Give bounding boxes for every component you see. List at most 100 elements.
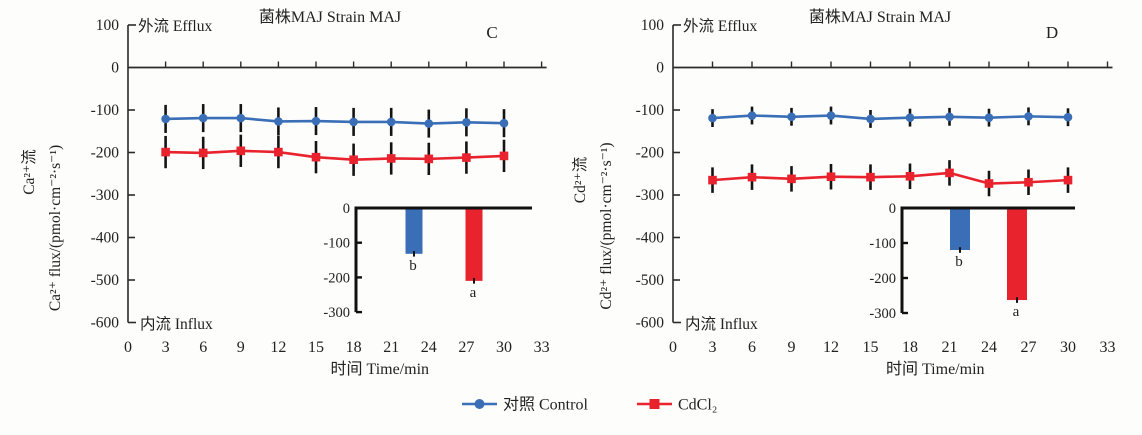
y-tick-label: 0 [111, 60, 119, 77]
legend-label: 对照 Control [503, 396, 588, 414]
square-marker [236, 146, 246, 156]
circle-marker [984, 113, 994, 122]
inset-y-tick-label: 0 [889, 201, 896, 217]
circle-marker [1024, 112, 1033, 121]
series-cdcl2 [708, 160, 1073, 197]
square-marker [462, 153, 471, 162]
significance-letter: b [955, 254, 963, 270]
circle-marker [462, 118, 471, 127]
x-tick-label: 21 [383, 339, 399, 356]
circle-marker [826, 111, 836, 120]
inset-bar [950, 208, 970, 250]
y-axis-title-line: Cd²⁺ flux/(pmol·cm⁻²·s⁻¹) [598, 142, 615, 309]
inset-bar-chart: b a 0 -100 -200 -300 [323, 201, 532, 321]
significance-letter: b [409, 258, 417, 274]
x-tick-label: 15 [308, 339, 324, 356]
legend: 对照 Control CdCl₂ [462, 396, 717, 414]
panel-letter: D [1046, 23, 1058, 42]
legend-square-marker [649, 399, 660, 409]
circle-marker [349, 117, 358, 127]
square-marker [1063, 175, 1073, 185]
y-tick-label: -600 [91, 315, 120, 332]
inset-bar [405, 208, 423, 254]
y-tick-label: -100 [636, 102, 665, 119]
circle-marker [708, 113, 717, 123]
y-axis-title: Cd²⁺流 Cd²⁺ flux/(pmol·cm⁻²·s⁻¹) [571, 142, 615, 309]
x-tick-label: 12 [270, 339, 286, 356]
x-tick-label: 24 [421, 339, 437, 356]
x-axis: 0 3 6 9 12 15 18 21 24 27 30 33 时间 Time/min [669, 61, 1116, 378]
circle-marker [1063, 112, 1073, 122]
series-control [161, 104, 509, 138]
x-tick-label: 33 [534, 339, 550, 356]
x-axis-title: 时间 Time/min [331, 360, 430, 378]
y-axis-title-line: Ca²⁺ flux/(pmol·cm⁻²·s⁻¹) [47, 145, 64, 311]
square-marker [826, 172, 836, 182]
influx-label: 内流 Influx [140, 315, 213, 333]
square-marker [905, 172, 915, 181]
square-marker [708, 175, 717, 185]
x-tick-label: 9 [788, 339, 796, 356]
panel-letter: C [486, 23, 497, 42]
y-axis-title-line: Cd²⁺流 [571, 157, 589, 203]
significance-letter: a [470, 285, 477, 301]
panel-C: 100 0 -100 -200 -300 -400 -500 -600 Ca²⁺流 Ca²⁺ fl… [20, 8, 550, 378]
y-tick-label: -300 [636, 187, 665, 204]
x-tick-label: 24 [981, 339, 997, 356]
square-marker [1024, 177, 1033, 187]
square-marker [866, 172, 875, 182]
circle-marker [424, 119, 434, 128]
circle-marker [236, 113, 246, 123]
series-control [708, 106, 1073, 128]
square-marker [984, 179, 994, 188]
square-marker [787, 174, 796, 184]
legend-label: CdCl₂ [678, 397, 717, 414]
x-tick-label: 27 [458, 339, 474, 356]
y-tick-label: -100 [91, 102, 120, 119]
y-axis: 100 0 -100 -200 -300 -400 -500 -600 [91, 17, 136, 332]
legend-item-control: 对照 Control [462, 396, 588, 414]
x-tick-label: 3 [162, 339, 170, 356]
square-marker [499, 151, 509, 161]
y-tick-label: -500 [91, 272, 120, 289]
x-tick-label: 27 [1021, 339, 1037, 356]
legend-circle-marker [474, 399, 485, 409]
inset-bar [465, 208, 483, 281]
y-axis: 100 0 -100 -200 -300 -400 -500 -600 [636, 17, 681, 332]
x-tick-label: 15 [863, 339, 879, 356]
x-tick-label: 18 [346, 339, 362, 356]
x-tick-label: 30 [1060, 339, 1076, 356]
y-tick-label: -500 [636, 272, 665, 289]
circle-marker [161, 114, 170, 124]
square-marker [386, 154, 396, 163]
panel-title: 菌株MAJ Strain MAJ [259, 8, 401, 26]
series-cdcl2 [161, 134, 509, 176]
square-marker [274, 147, 283, 157]
y-tick-label: -200 [91, 145, 120, 162]
inset-bar-chart: b a 0 -100 -200 -300 [869, 201, 1075, 322]
circle-marker [787, 112, 796, 122]
x-tick-label: 21 [942, 339, 958, 356]
legend-item-cdcl2: CdCl₂ [637, 397, 717, 414]
inset-y-tick-label: -100 [869, 236, 896, 252]
y-tick-label: 0 [656, 60, 664, 77]
efflux-label: 外流 Efflux [138, 17, 212, 35]
y-tick-label: -400 [636, 230, 665, 247]
x-tick-label: 18 [902, 339, 918, 356]
circle-marker [311, 116, 321, 126]
square-marker [198, 148, 208, 158]
x-tick-label: 0 [669, 339, 677, 356]
circle-marker [274, 117, 283, 126]
square-marker [311, 152, 321, 162]
inset-y-tick-label: -300 [869, 306, 896, 322]
circle-marker [747, 111, 757, 120]
square-marker [747, 172, 757, 182]
x-tick-label: 12 [823, 339, 839, 356]
x-tick-label: 6 [748, 339, 756, 356]
circle-marker [945, 112, 954, 122]
circle-marker [386, 117, 396, 127]
inset-y-tick-label: -200 [323, 270, 350, 286]
panel-title: 菌株MAJ Strain MAJ [809, 8, 951, 26]
x-tick-label: 9 [237, 339, 245, 356]
